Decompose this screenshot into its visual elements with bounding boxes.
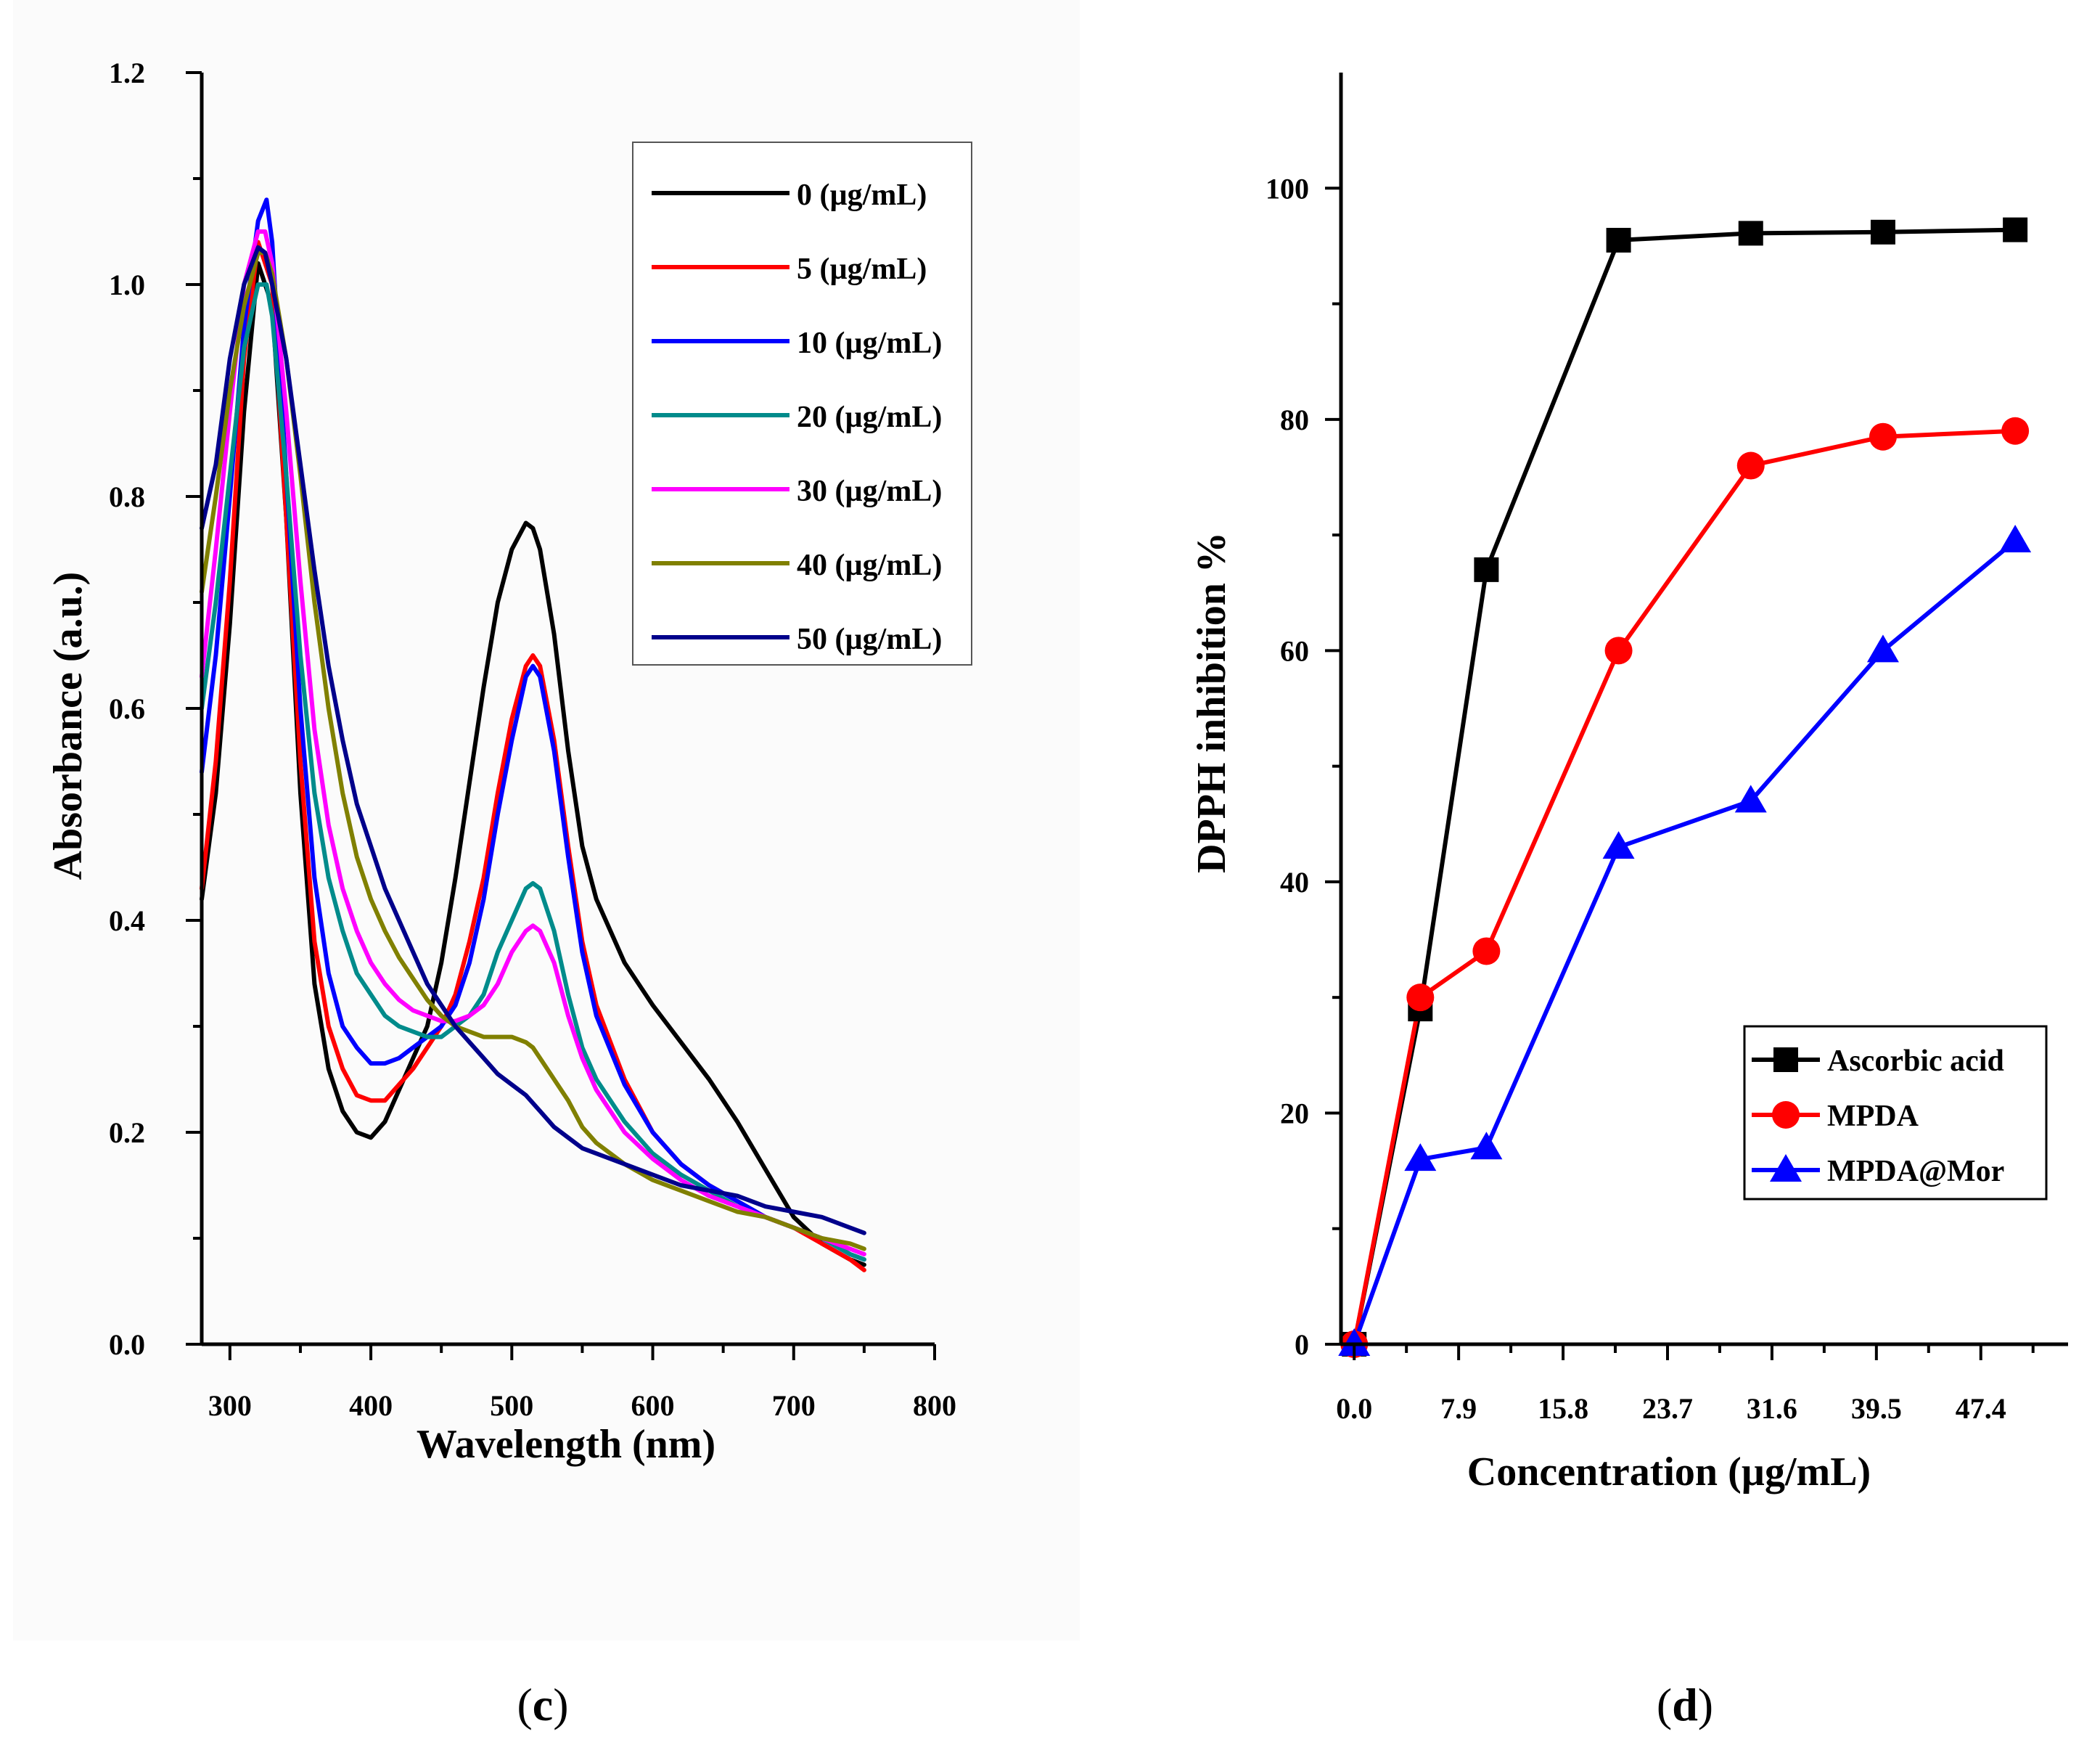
- legend-label: 30 (µg/mL): [797, 475, 942, 508]
- series-group: [200, 197, 866, 1272]
- x-tick-label: 39.5: [1851, 1392, 1902, 1425]
- series-line-1: [1352, 428, 2016, 1345]
- data-point-triangle: [1602, 831, 1635, 859]
- data-point-square: [1606, 227, 1631, 253]
- data-point-triangle: [1999, 525, 2032, 553]
- x-tick-label: 400: [349, 1389, 393, 1422]
- legend-label: 50 (µg/mL): [797, 623, 942, 656]
- y-tick-label: 0: [1295, 1328, 1309, 1361]
- x-axis-label: Concentration (µg/mL): [1467, 1449, 1871, 1494]
- x-tick-label: 0.0: [1336, 1392, 1372, 1425]
- x-tick-label: 7.9: [1440, 1392, 1477, 1425]
- y-tick-label: 40: [1280, 866, 1309, 899]
- y-axis-ticks: 0.0 0.2 0.4 0.6 0.8 1.0 1.2: [109, 57, 202, 1361]
- legend-label: MPDA: [1827, 1100, 1919, 1133]
- x-tick-label: 800: [913, 1389, 956, 1422]
- x-tick-label: 500: [490, 1389, 533, 1422]
- data-point-triangle: [1404, 1143, 1437, 1171]
- legend-label: Ascorbic acid: [1827, 1044, 2004, 1078]
- legend-marker: [1770, 1154, 1802, 1182]
- y-tick-label: 80: [1280, 404, 1309, 436]
- data-point-circle: [1406, 984, 1435, 1012]
- y-tick-label: 1.0: [109, 269, 145, 301]
- y-axis-ticks: 0 20 40 60 80 100: [1266, 172, 1341, 1361]
- legend-label: 20 (µg/mL): [797, 401, 942, 434]
- y-tick-label: 0.2: [109, 1116, 145, 1149]
- y-tick-label: 0.0: [109, 1328, 145, 1361]
- y-tick-label: 100: [1266, 172, 1309, 205]
- y-tick-label: 20: [1280, 1097, 1309, 1129]
- x-tick-label: 15.8: [1538, 1392, 1588, 1425]
- data-point-circle: [1472, 937, 1501, 965]
- legend-label: 0 (µg/mL): [797, 179, 927, 212]
- data-point-square: [2003, 217, 2028, 242]
- series-group: [1338, 217, 2032, 1358]
- x-axis-ticks: 0.0 7.9 15.8 23.7 31.6 39.5 47.4: [1336, 1344, 2035, 1425]
- panel-c-absorbance-chart: 300 400 500 600 700 800 0.0 0.2 0.4 0.6 0.8 1.0 1.2…: [46, 57, 972, 1467]
- axes: [1339, 73, 2068, 1346]
- data-point-square: [1870, 219, 1895, 245]
- legend-label: MPDA@Mor: [1827, 1155, 2004, 1188]
- legend-label: 5 (µg/mL): [797, 253, 927, 286]
- data-point-circle: [1869, 422, 1897, 451]
- caption-d: (d): [1657, 1679, 1713, 1730]
- caption-c: (c): [517, 1679, 568, 1730]
- x-axis-label: Wavelength (nm): [417, 1422, 715, 1467]
- data-point-circle: [1604, 637, 1633, 665]
- x-tick-label: 23.7: [1642, 1392, 1693, 1425]
- y-tick-label: 0.8: [109, 481, 145, 513]
- panel-d-dpph-chart: 0.0 7.9 15.8 23.7 31.6 39.5 47.4 020406080100 …: [1189, 73, 2068, 1494]
- y-axis-label: Absorbance (a.u.): [46, 572, 91, 880]
- legend-marker: [1772, 1101, 1800, 1129]
- y-tick-label: 0.6: [109, 692, 145, 725]
- data-point-triangle: [1470, 1132, 1503, 1160]
- y-axis-label: DPPH inhibition %: [1189, 532, 1234, 873]
- legend-label: 10 (µg/mL): [797, 327, 942, 360]
- legend: Ascorbic acid MPDA MPDA@Mor: [1743, 1025, 2048, 1201]
- data-point-square: [1738, 221, 1763, 246]
- legend: 0 (µg/mL) 5 (µg/mL) 10 (µg/mL) 20 (µg/mL) 30…: [632, 142, 972, 666]
- x-tick-label: 700: [772, 1389, 816, 1422]
- y-tick-label: 60: [1280, 634, 1309, 667]
- legend-box: [632, 142, 972, 666]
- x-axis-ticks: 300 400 500 600 700 800: [208, 1344, 956, 1422]
- data-point-circle: [2001, 417, 2030, 445]
- series-line-2: [1352, 539, 2017, 1346]
- series-line-6: [200, 245, 866, 1235]
- data-point-circle: [1736, 451, 1765, 480]
- x-tick-label: 600: [631, 1389, 675, 1422]
- y-tick-label: 1.2: [109, 57, 145, 89]
- y-tick-label: 0.4: [109, 904, 145, 937]
- x-tick-label: 47.4: [1956, 1392, 2006, 1425]
- x-tick-label: 31.6: [1747, 1392, 1797, 1425]
- data-point-square: [1474, 557, 1499, 582]
- series-line-2: [200, 197, 866, 1262]
- x-tick-label: 300: [208, 1389, 252, 1422]
- data-point-triangle: [1866, 634, 1899, 663]
- data-point-triangle: [1734, 785, 1767, 813]
- data-point-triangle: [1338, 1328, 1371, 1356]
- legend-marker: [1773, 1047, 1798, 1072]
- legend-label: 40 (µg/mL): [797, 549, 942, 582]
